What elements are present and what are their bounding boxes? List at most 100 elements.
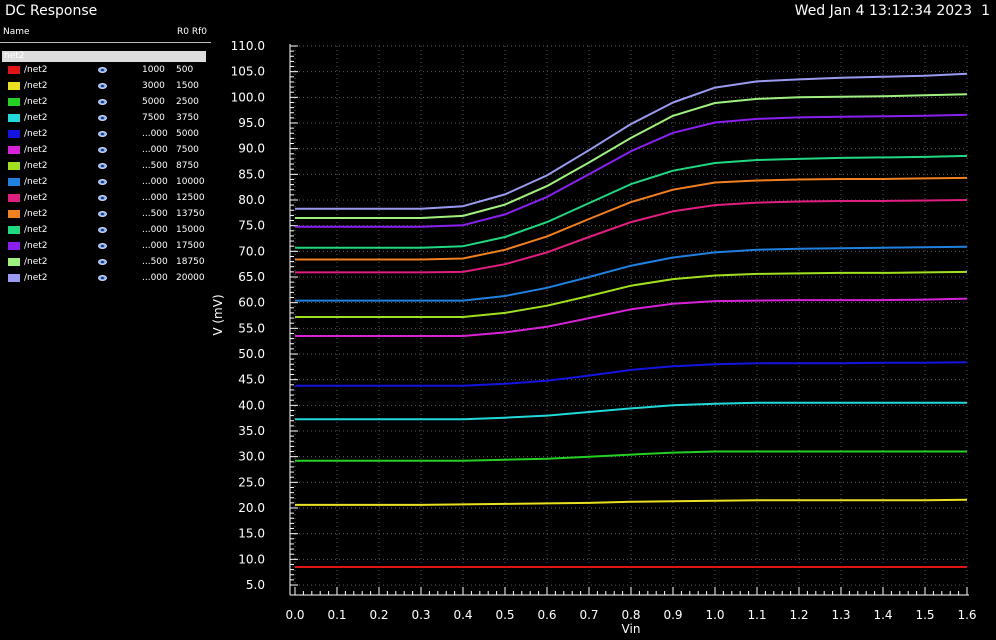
eye-icon[interactable] — [98, 131, 107, 137]
series-line[interactable] — [295, 199, 968, 274]
rf0-value: 15000 — [176, 225, 205, 235]
x-tick-label: 1.1 — [747, 608, 766, 622]
x-tick-label: 0.1 — [327, 608, 346, 622]
legend-item[interactable]: /net2 3000 1500 — [0, 79, 211, 95]
signal-label: /net2 — [24, 257, 48, 267]
rf0-value: 3750 — [176, 113, 199, 123]
color-swatch — [8, 146, 20, 154]
y-tick-label: 65.0 — [238, 270, 265, 284]
eye-icon[interactable] — [98, 275, 107, 281]
color-swatch — [8, 178, 20, 186]
legend-item[interactable]: /net2 ...000 10000 — [0, 175, 211, 191]
signal-label: /net2 — [24, 225, 48, 235]
legend-item[interactable]: /net2 ...500 18750 — [0, 255, 211, 271]
page-number: 1 — [981, 3, 990, 19]
legend-list: /net2 1000 500/net2 3000 1500/net2 5000 2500/n… — [0, 63, 211, 287]
color-swatch — [8, 258, 20, 266]
y-tick-label: 50.0 — [238, 347, 265, 361]
eye-icon[interactable] — [98, 259, 107, 265]
signal-label: /net2 — [24, 97, 48, 107]
legend-item[interactable]: /net2 ...500 13750 — [0, 207, 211, 223]
series-line[interactable] — [295, 297, 968, 337]
legend-item[interactable]: /net2 1000 500 — [0, 63, 211, 79]
series-line[interactable] — [295, 93, 968, 219]
eye-icon[interactable] — [98, 99, 107, 105]
eye-icon[interactable] — [98, 195, 107, 201]
eye-icon[interactable] — [98, 163, 107, 169]
legend-item[interactable]: /net2 ...000 15000 — [0, 223, 211, 239]
legend-item[interactable]: /net2 ...000 5000 — [0, 127, 211, 143]
signal-label: /net2 — [24, 81, 48, 91]
color-swatch — [8, 242, 20, 250]
x-tick-label: 0.8 — [621, 608, 640, 622]
eye-icon[interactable] — [98, 179, 107, 185]
y-tick-label: 70.0 — [238, 244, 265, 258]
series-line[interactable] — [295, 72, 968, 210]
x-axis-label: Vin — [622, 622, 641, 636]
series-line[interactable] — [295, 270, 968, 318]
signal-label: /net2 — [24, 129, 48, 139]
series-line[interactable] — [295, 176, 968, 261]
series-line[interactable] — [295, 245, 968, 302]
legend-group-net2[interactable]: net2 — [2, 51, 206, 62]
rf0-value: 17500 — [176, 241, 205, 251]
legend-item[interactable]: /net2 ...000 7500 — [0, 143, 211, 159]
legend-item[interactable]: /net2 ...000 12500 — [0, 191, 211, 207]
eye-icon[interactable] — [98, 67, 107, 73]
x-tick-label: 0.2 — [369, 608, 388, 622]
eye-icon[interactable] — [98, 83, 107, 89]
rf0-value: 1500 — [176, 81, 199, 91]
color-swatch — [8, 66, 20, 74]
y-axis-label: V (mV) — [211, 294, 225, 335]
x-tick-label: 1.6 — [957, 608, 976, 622]
signal-label: /net2 — [24, 145, 48, 155]
legend-item[interactable]: /net2 5000 2500 — [0, 95, 211, 111]
color-swatch — [8, 226, 20, 234]
r0-value: ...500 — [142, 209, 168, 219]
eye-icon[interactable] — [98, 243, 107, 249]
eye-icon[interactable] — [98, 211, 107, 217]
series-line[interactable] — [295, 450, 967, 462]
r0-value: 5000 — [142, 97, 165, 107]
y-tick-label: 5.0 — [246, 578, 265, 592]
legend-item[interactable]: /net2 ...500 8750 — [0, 159, 211, 175]
color-swatch — [8, 162, 20, 170]
series-line[interactable] — [295, 361, 968, 387]
eye-icon[interactable] — [98, 115, 107, 121]
series-line[interactable] — [295, 113, 968, 228]
y-tick-label: 95.0 — [238, 116, 265, 130]
eye-icon[interactable] — [98, 227, 107, 233]
x-tick-label: 0.9 — [663, 608, 682, 622]
legend-params-header: R0 Rf0 — [177, 27, 207, 37]
legend-item[interactable]: /net2 ...000 17500 — [0, 239, 211, 255]
r0-value: ...000 — [142, 273, 168, 283]
x-tick-label: 1.4 — [873, 608, 892, 622]
legend-item[interactable]: /net2 ...000 20000 — [0, 271, 211, 287]
series-line[interactable] — [295, 498, 968, 506]
series-line[interactable] — [295, 401, 967, 421]
series-layer — [295, 72, 968, 568]
legend-item[interactable]: /net2 7500 3750 — [0, 111, 211, 127]
rf0-value: 7500 — [176, 145, 199, 155]
color-swatch — [8, 130, 20, 138]
y-tick-label: 15.0 — [238, 527, 265, 541]
y-tick-label: 100.0 — [231, 90, 265, 104]
x-tick-label: 0.6 — [537, 608, 556, 622]
y-tick-label: 105.0 — [231, 65, 265, 79]
signal-label: /net2 — [24, 273, 48, 283]
x-tick-label: 0.0 — [285, 608, 304, 622]
rf0-value: 20000 — [176, 273, 205, 283]
y-tick-label: 85.0 — [238, 167, 265, 181]
r0-value: 3000 — [142, 81, 165, 91]
series-line[interactable] — [295, 154, 968, 249]
x-tick-label: 1.5 — [915, 608, 934, 622]
signal-label: /net2 — [24, 193, 48, 203]
rf0-value: 18750 — [176, 257, 205, 267]
eye-icon[interactable] — [98, 147, 107, 153]
y-tick-label: 60.0 — [238, 296, 265, 310]
x-tick-label: 0.5 — [495, 608, 514, 622]
signal-label: /net2 — [24, 65, 48, 75]
legend-header: Name R0 Rf0 — [0, 26, 211, 43]
signal-label: /net2 — [24, 161, 48, 171]
